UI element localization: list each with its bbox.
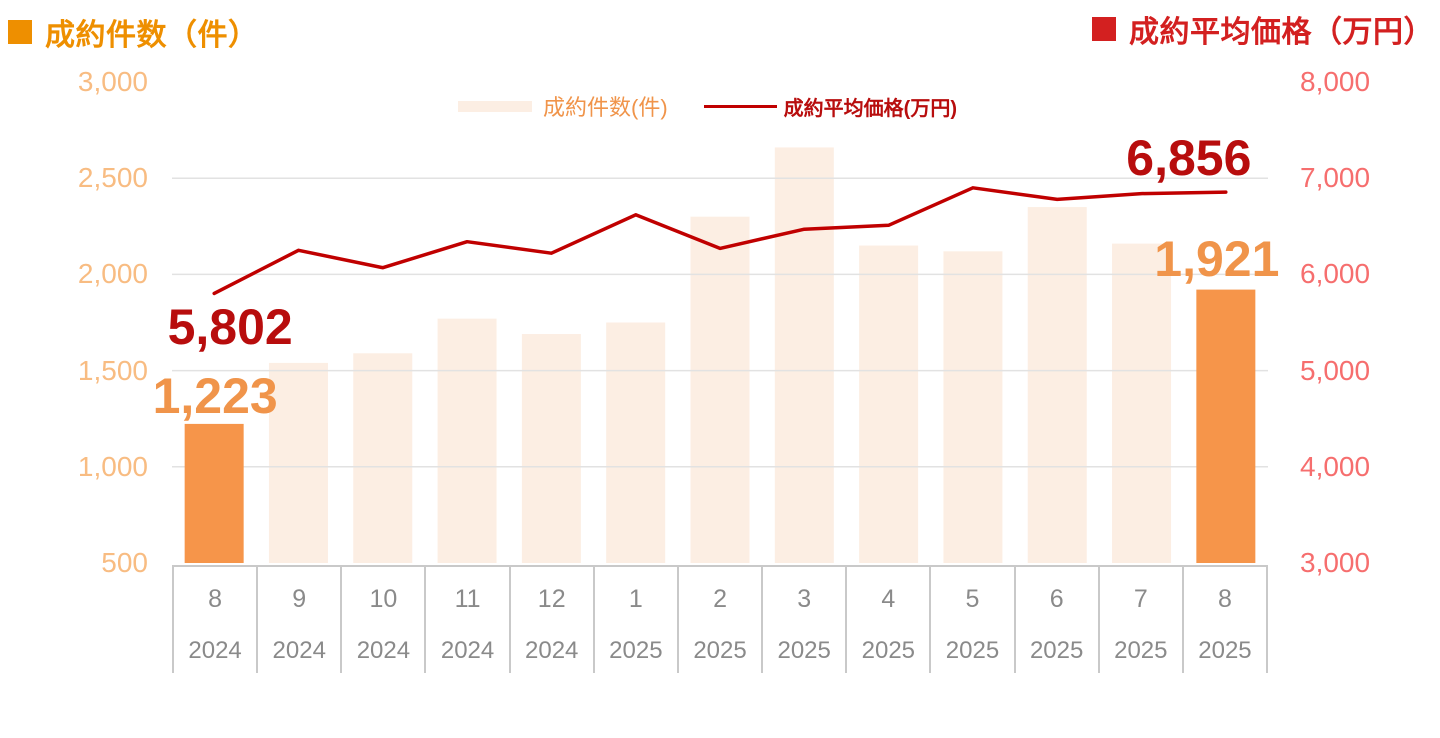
bar-light — [774, 147, 834, 563]
category-cell: 3 2025 — [761, 567, 845, 673]
bar-highlight — [1196, 289, 1256, 563]
category-cell: 11 2024 — [424, 567, 508, 673]
orange-square-icon — [8, 20, 32, 44]
category-cell: 2 2025 — [676, 567, 761, 673]
bar-light — [437, 318, 497, 563]
category-month: 11 — [454, 585, 481, 613]
right-axis-tick: 8,000 — [1300, 66, 1371, 97]
category-month: 1 — [628, 585, 643, 613]
category-month: 4 — [881, 585, 896, 613]
category-year: 2024 — [272, 637, 326, 664]
left-axis-ticks: 3,000 2,500 2,000 1,500 1,000 500 — [0, 68, 148, 577]
category-cell: 10 2024 — [340, 567, 424, 673]
bar-light — [1027, 207, 1087, 563]
bar-light — [353, 353, 413, 563]
right-axis-tick: 4,000 — [1300, 450, 1371, 482]
category-cell: 12 2024 — [508, 567, 593, 673]
category-year: 2024 — [356, 637, 411, 664]
category-cell: 1 2025 — [592, 567, 677, 673]
category-cell: 9 2024 — [256, 567, 340, 673]
category-year: 2024 — [188, 637, 242, 664]
category-year: 2025 — [945, 637, 1000, 664]
category-year: 2024 — [525, 637, 579, 664]
category-month: 5 — [965, 585, 980, 613]
left-axis-tick: 2,000 — [77, 258, 148, 290]
category-year: 2025 — [777, 637, 831, 664]
right-axis-tick: 5,000 — [1300, 354, 1371, 386]
right-axis-tick: 3,000 — [1300, 547, 1371, 578]
right-axis-ticks: 8,000 7,000 6,000 5,000 4,000 3,000 — [1300, 68, 1438, 577]
right-title-text: 成約平均価格（万円） — [1129, 16, 1434, 49]
category-month: 9 — [292, 585, 307, 613]
right-axis-tick: 6,000 — [1300, 258, 1371, 290]
left-axis-tick: 3,000 — [77, 66, 148, 97]
plot-svg — [172, 147, 1268, 564]
category-cell: 8 2024 — [172, 567, 256, 673]
line-series-legend-label: 成約平均価格(万円) — [783, 97, 957, 120]
bar-series-swatch-icon — [458, 100, 532, 112]
left-axis-tick: 2,500 — [77, 162, 148, 194]
category-cell: 6 2025 — [1013, 567, 1098, 673]
plot-area: 1,223 1,921 5,802 6,856 — [153, 82, 1279, 564]
right-axis-title: 成約平均価格（万円） — [1092, 7, 1434, 51]
right-axis-tick: 7,000 — [1300, 162, 1371, 194]
category-month: 2 — [713, 585, 727, 613]
category-month: 8 — [208, 585, 223, 613]
left-title-text: 成約件数（件） — [45, 19, 259, 52]
chart-legend: 成約件数(件) 成約平均価格(万円) — [458, 94, 957, 120]
bar-light — [606, 322, 666, 563]
bar-series-legend-label: 成約件数(件) — [543, 95, 668, 120]
category-year: 2025 — [609, 637, 663, 664]
left-axis-title: 成約件数（件） — [8, 10, 259, 54]
category-month: 7 — [1133, 585, 1148, 613]
bar-light — [521, 334, 581, 563]
category-cell: 4 2025 — [845, 567, 929, 673]
category-cell: 5 2025 — [929, 567, 1013, 673]
left-axis-tick: 1,500 — [77, 354, 148, 386]
category-axis: 8 2024 9 2024 10 2024 11 2024 12 2024 1 2025 2 2025 3 2… — [172, 565, 1269, 673]
category-month: 3 — [797, 585, 812, 613]
bar-light — [1112, 243, 1172, 563]
bar-highlight — [184, 423, 244, 563]
red-square-icon — [1092, 17, 1116, 41]
bar-light — [859, 245, 919, 564]
left-axis-tick: 500 — [101, 547, 148, 578]
price-line — [212, 186, 1228, 296]
bar-light — [268, 362, 328, 563]
category-year: 2025 — [1029, 637, 1084, 664]
left-axis-tick: 1,000 — [77, 450, 148, 482]
bar-light — [690, 216, 750, 563]
bar-light — [943, 251, 1003, 563]
category-cell: 7 2025 — [1097, 567, 1182, 673]
category-month: 10 — [369, 585, 398, 613]
category-year: 2024 — [440, 637, 495, 664]
line-series-swatch-icon — [703, 104, 777, 108]
category-month: 8 — [1218, 585, 1232, 613]
category-year: 2025 — [693, 637, 747, 664]
category-cell: 8 2025 — [1181, 567, 1269, 673]
category-month: 12 — [537, 585, 566, 613]
category-year: 2025 — [1198, 637, 1252, 664]
category-year: 2025 — [861, 637, 916, 664]
category-year: 2025 — [1114, 637, 1168, 664]
category-month: 6 — [1049, 585, 1064, 613]
